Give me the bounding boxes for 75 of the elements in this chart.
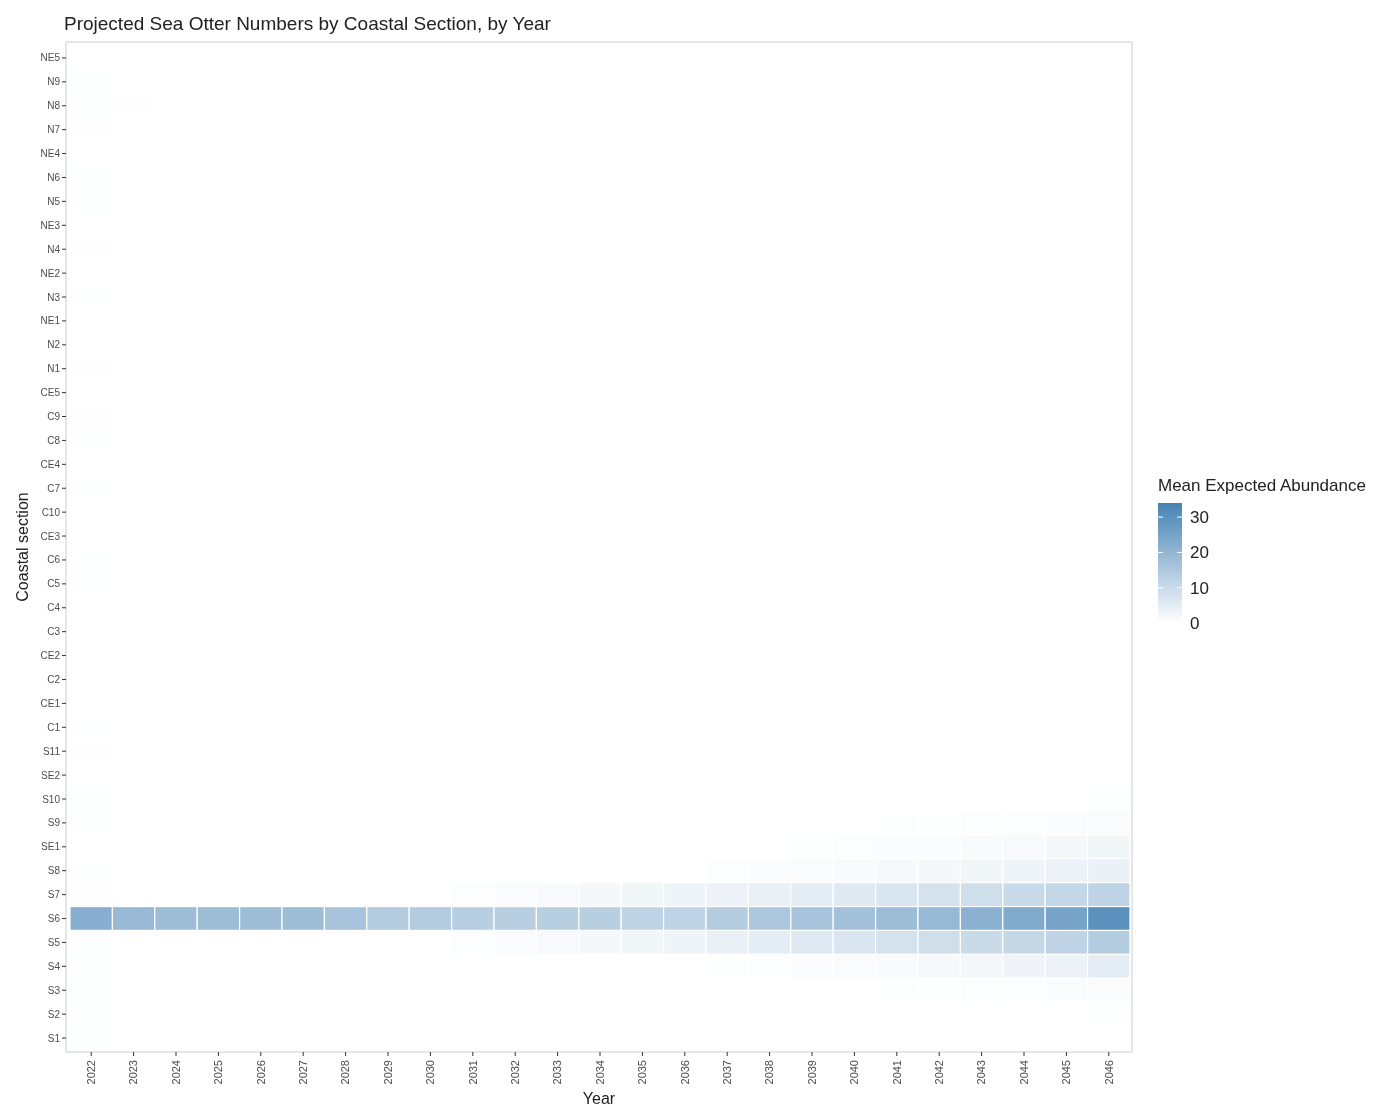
y-tick-label: CE2 (40, 650, 61, 662)
y-tick-label: CE5 (40, 387, 61, 399)
x-tick-label: 2028 (339, 1060, 352, 1085)
y-tick-label: C2 (47, 673, 61, 685)
x-tick-label: 2022 (85, 1060, 98, 1085)
y-axis-title: Coastal section (14, 492, 31, 602)
y-tick-label: S2 (47, 1008, 61, 1020)
y-tick-label: N9 (47, 76, 61, 88)
y-tick-label: C1 (47, 721, 61, 733)
y-tick-label: NE5 (40, 52, 61, 64)
y-tick-label: S9 (47, 817, 61, 829)
y-tick-label: S5 (47, 936, 61, 948)
y-tick-label: C3 (47, 626, 61, 638)
x-tick-label: 2031 (466, 1060, 479, 1085)
x-tick-label: 2042 (933, 1060, 946, 1085)
y-tick-label: N8 (47, 100, 61, 112)
x-tick-label: 2027 (297, 1060, 310, 1085)
y-tick-label: NE1 (40, 315, 61, 327)
y-tick-label: CE4 (40, 458, 61, 470)
y-tick-label: S7 (47, 889, 61, 901)
y-tick-label: N5 (47, 195, 61, 207)
x-tick-label: 2024 (169, 1060, 182, 1085)
x-tick-label: 2033 (551, 1060, 564, 1085)
x-tick-label: 2041 (890, 1060, 903, 1085)
x-tick-label: 2026 (254, 1060, 267, 1085)
x-tick-label: 2043 (975, 1060, 988, 1085)
y-tick-label: S11 (42, 745, 61, 757)
x-tick-label: 2035 (636, 1060, 649, 1085)
x-tick-label: 2034 (593, 1060, 606, 1085)
y-tick-label: CE3 (40, 530, 61, 542)
y-tick-label: N4 (47, 243, 61, 255)
y-tick-label: SE1 (41, 841, 61, 853)
y-tick-label: C6 (47, 554, 61, 566)
x-tick-label: 2037 (721, 1060, 734, 1085)
x-tick-label: 2036 (678, 1060, 691, 1085)
y-tick-label: S3 (47, 984, 61, 996)
x-tick-label: 2044 (1017, 1060, 1030, 1085)
y-tick-label: S1 (47, 1032, 61, 1044)
x-tick-label: 2030 (424, 1060, 437, 1085)
y-tick-label: N6 (47, 171, 61, 183)
x-tick-label: 2038 (763, 1060, 776, 1085)
color-bar-label: 10 (1190, 578, 1209, 598)
y-tick-label: CE1 (40, 697, 61, 709)
y-tick-label: SE2 (41, 769, 61, 781)
y-tick-label: N1 (47, 363, 61, 375)
color-bar-label: 20 (1190, 543, 1209, 563)
color-bar-title: Mean Expected Abundance (1158, 476, 1366, 495)
y-tick-label: N3 (47, 291, 61, 303)
color-bar-label: 30 (1190, 508, 1209, 528)
y-tick-label: NE2 (40, 267, 61, 279)
y-tick-label: S6 (47, 913, 61, 925)
chart-title: Projected Sea Otter Numbers by Coastal Section, by Year (64, 13, 552, 34)
y-tick-label: NE3 (40, 219, 61, 231)
y-tick-label: C7 (47, 482, 61, 494)
y-tick-label: C10 (41, 506, 61, 518)
x-tick-label: 2039 (805, 1060, 818, 1085)
y-tick-label: N2 (47, 339, 61, 351)
x-axis-title: Year (582, 1090, 616, 1107)
y-tick-label: S8 (47, 865, 61, 877)
x-tick-label: 2023 (127, 1060, 140, 1085)
x-tick-label: 2040 (848, 1060, 861, 1085)
x-tick-label: 2045 (1060, 1060, 1073, 1085)
y-tick-label: C9 (47, 411, 61, 423)
y-tick-label: C8 (47, 434, 61, 446)
y-tick-label: NE4 (40, 148, 61, 160)
x-tick-label: 2032 (509, 1060, 522, 1085)
y-tick-label: C5 (47, 578, 61, 590)
y-tick-label: N7 (47, 124, 61, 136)
x-tick-label: 2046 (1102, 1060, 1115, 1085)
color-bar-label: 0 (1190, 613, 1200, 633)
x-tick-label: 2025 (212, 1060, 225, 1085)
y-tick-label: C4 (47, 602, 61, 614)
y-tick-label: S4 (47, 960, 61, 972)
y-tick-label: S10 (42, 793, 61, 805)
x-tick-label: 2029 (381, 1060, 394, 1085)
